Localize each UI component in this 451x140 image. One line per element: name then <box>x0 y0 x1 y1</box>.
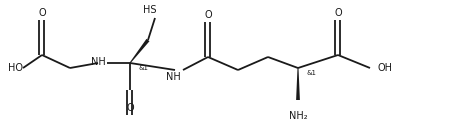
Text: NH₂: NH₂ <box>288 111 307 121</box>
Text: NH: NH <box>90 57 105 67</box>
Text: O: O <box>333 8 341 18</box>
Text: &1: &1 <box>139 65 149 71</box>
Text: O: O <box>126 103 133 113</box>
Text: O: O <box>204 10 212 20</box>
Text: OH: OH <box>377 63 392 73</box>
Text: NH: NH <box>165 72 180 82</box>
Text: HO: HO <box>9 63 23 73</box>
Text: HS: HS <box>143 5 156 15</box>
Text: &1: &1 <box>306 70 316 76</box>
Polygon shape <box>129 39 149 63</box>
Text: O: O <box>38 8 46 18</box>
Polygon shape <box>295 68 299 100</box>
